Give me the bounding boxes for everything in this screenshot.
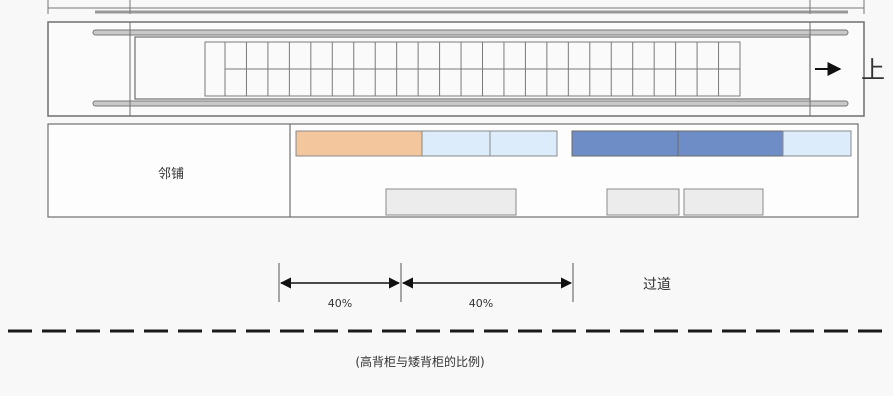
right-percent-label: 40% [469, 297, 493, 310]
escalator: 上 [47, 21, 885, 117]
low-cabinet-3 [683, 188, 764, 216]
neighbor-shop-label: 邻铺 [158, 167, 184, 182]
dimension-markers: 40% 40% 过道 [278, 263, 671, 310]
upper-escalator [47, 0, 865, 14]
direction-label: 上 [861, 56, 885, 84]
high-cabinet-light-1 [421, 130, 491, 157]
high-cabinet-light-3 [782, 130, 852, 157]
low-cabinet-2 [606, 188, 680, 216]
high-cabinet-light-2 [489, 130, 558, 157]
diagram-caption: (高背柜与矮背柜的比例) [355, 354, 484, 369]
escalator-top-rail [92, 29, 849, 36]
escalator-body [134, 36, 811, 100]
high-cabinet-dark-2 [677, 130, 784, 157]
high-cabinet-orange [295, 130, 423, 157]
aisle-label: 过道 [643, 277, 671, 293]
escalator-bottom-rail [92, 100, 849, 107]
escalator-step-lines [224, 42, 741, 96]
store-zone: 邻铺 [47, 123, 859, 218]
high-cabinet-dark-1 [571, 130, 679, 157]
left-percent-label: 40% [328, 297, 352, 310]
low-cabinet-1 [385, 188, 517, 216]
